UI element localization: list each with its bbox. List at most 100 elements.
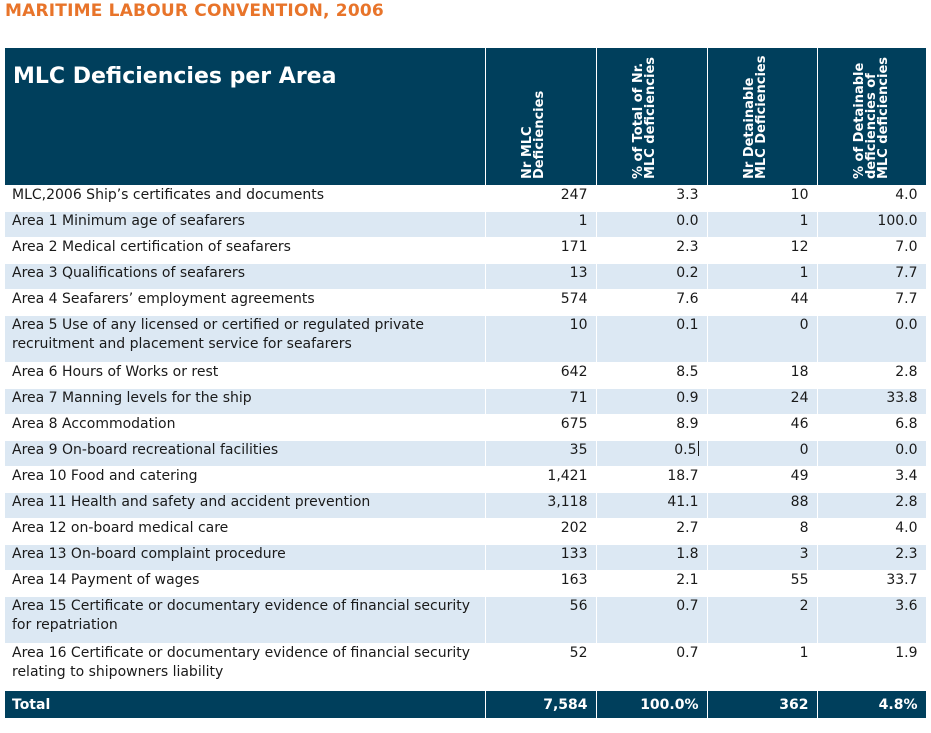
row-detainable: 10 (707, 185, 818, 212)
row-detainable: 0 (707, 440, 818, 467)
table-row: Area 4 Seafarers’ employment agreements 5… (5, 289, 927, 316)
row-detainable-pct: 7.7 (817, 263, 927, 290)
row-detainable: 46 (707, 414, 818, 441)
row-label: Area 14 Payment of wages (5, 570, 486, 597)
row-nr: 1,421 (485, 466, 597, 493)
row-nr: 52 (485, 643, 597, 691)
row-detainable: 18 (707, 362, 818, 389)
row-label: Area 9 On-board recreational facilities (5, 440, 486, 467)
row-pct: 18.7 (596, 466, 708, 493)
row-pct: 2.1 (596, 570, 708, 597)
row-pct: 3.3 (596, 185, 708, 212)
row-nr: 642 (485, 362, 597, 389)
row-detainable: 12 (707, 237, 818, 264)
header-row: MLC Deficiencies per Area Nr MLC Deficie… (5, 48, 927, 186)
row-label: Area 8 Accommodation (5, 414, 486, 441)
column-header-detainable-pct: % of Detainable deficiencies of MLC defi… (817, 48, 927, 186)
row-nr: 574 (485, 289, 597, 316)
row-detainable-pct: 3.4 (817, 466, 927, 493)
row-detainable-pct: 7.7 (817, 289, 927, 316)
table-row: Area 14 Payment of wages 163 2.1 55 33.7 (5, 570, 927, 597)
row-nr: 35 (485, 440, 597, 467)
row-label: Area 4 Seafarers’ employment agreements (5, 289, 486, 316)
row-detainable: 0 (707, 315, 818, 363)
total-nr: 7,584 (485, 690, 597, 719)
table-row: Area 9 On-board recreational facilities 3… (5, 440, 927, 467)
total-pct: 100.0% (596, 690, 708, 719)
table-row: Area 11 Health and safety and accident p… (5, 492, 927, 519)
table-row: Area 7 Manning levels for the ship 71 0.9 2… (5, 388, 927, 415)
row-detainable: 24 (707, 388, 818, 415)
table-row: Area 2 Medical certification of seafarer… (5, 237, 927, 264)
row-pct: 2.3 (596, 237, 708, 264)
row-label: Area 2 Medical certification of seafarer… (5, 237, 486, 264)
row-detainable-pct: 100.0 (817, 211, 927, 238)
row-label: Area 3 Qualifications of seafarers (5, 263, 486, 290)
row-label: Area 7 Manning levels for the ship (5, 388, 486, 415)
row-label: Area 13 On-board complaint procedure (5, 544, 486, 571)
row-detainable-pct: 0.0 (817, 440, 927, 467)
column-header-pct: % of Total of Nr. MLC deficiencies (596, 48, 708, 186)
row-pct: 8.5 (596, 362, 708, 389)
table-row: MLC,2006 Ship’s certificates and documen… (5, 185, 927, 212)
total-detainable-pct: 4.8% (817, 690, 927, 719)
table-row: Area 12 on-board medical care 202 2.7 8 4.0 (5, 518, 927, 545)
row-detainable: 1 (707, 263, 818, 290)
row-detainable: 55 (707, 570, 818, 597)
column-header-detainable-pct-label: % of Detainable deficiencies of MLC defi… (851, 57, 891, 179)
row-nr: 675 (485, 414, 597, 441)
page-heading: MARITIME LABOUR CONVENTION, 2006 (5, 1, 384, 21)
row-detainable-pct: 2.8 (817, 492, 927, 519)
row-detainable-pct: 7.0 (817, 237, 927, 264)
row-detainable-pct: 33.7 (817, 570, 927, 597)
row-detainable: 3 (707, 544, 818, 571)
row-pct: 7.6 (596, 289, 708, 316)
row-pct: 2.7 (596, 518, 708, 545)
row-pct: 0.9 (596, 388, 708, 415)
row-label: Area 10 Food and catering (5, 466, 486, 493)
column-header-nr-label: Nr MLC Deficiencies (519, 90, 547, 179)
row-detainable: 49 (707, 466, 818, 493)
row-label: Area 16 Certificate or documentary evide… (5, 643, 486, 691)
row-nr: 3,118 (485, 492, 597, 519)
table-row: Area 5 Use of any licensed or certified … (5, 315, 927, 363)
row-detainable-pct: 4.0 (817, 518, 927, 545)
row-pct: 8.9 (596, 414, 708, 441)
row-detainable: 88 (707, 492, 818, 519)
row-detainable: 2 (707, 596, 818, 644)
row-detainable-pct: 1.9 (817, 643, 927, 691)
row-detainable: 1 (707, 211, 818, 238)
row-pct: 0.0 (596, 211, 708, 238)
row-nr: 171 (485, 237, 597, 264)
row-label: Area 1 Minimum age of seafarers (5, 211, 486, 238)
row-label: Area 12 on-board medical care (5, 518, 486, 545)
table-row: Area 3 Qualifications of seafarers 13 0.2 1… (5, 263, 927, 290)
row-nr: 13 (485, 263, 597, 290)
row-label: Area 15 Certificate or documentary evide… (5, 596, 486, 644)
text-cursor (697, 441, 699, 456)
row-nr: 163 (485, 570, 597, 597)
table-row: Area 15 Certificate or documentary evide… (5, 596, 927, 644)
row-pct: 0.1 (596, 315, 708, 363)
total-label: Total (5, 690, 486, 719)
row-nr: 10 (485, 315, 597, 363)
row-pct: 1.8 (596, 544, 708, 571)
row-nr: 71 (485, 388, 597, 415)
row-detainable-pct: 4.0 (817, 185, 927, 212)
table-row: Area 10 Food and catering 1,421 18.7 49 3.4 (5, 466, 927, 493)
row-nr: 133 (485, 544, 597, 571)
mlc-deficiencies-table: MLC Deficiencies per Area Nr MLC Deficie… (5, 48, 927, 719)
column-header-nr: Nr MLC Deficiencies (485, 48, 597, 186)
row-label: MLC,2006 Ship’s certificates and documen… (5, 185, 486, 212)
total-detainable: 362 (707, 690, 818, 719)
total-row: Total 7,584 100.0% 362 4.8% (5, 690, 927, 719)
row-detainable-pct: 6.8 (817, 414, 927, 441)
row-label: Area 11 Health and safety and accident p… (5, 492, 486, 519)
row-detainable-pct: 2.3 (817, 544, 927, 571)
row-detainable: 1 (707, 643, 818, 691)
table-title-cell: MLC Deficiencies per Area (5, 48, 486, 186)
row-pct: 0.5 (596, 440, 708, 467)
row-pct: 0.7 (596, 643, 708, 691)
row-detainable-pct: 2.8 (817, 362, 927, 389)
column-header-detainable-label: Nr Detainable MLC Deficiencies (741, 55, 769, 179)
